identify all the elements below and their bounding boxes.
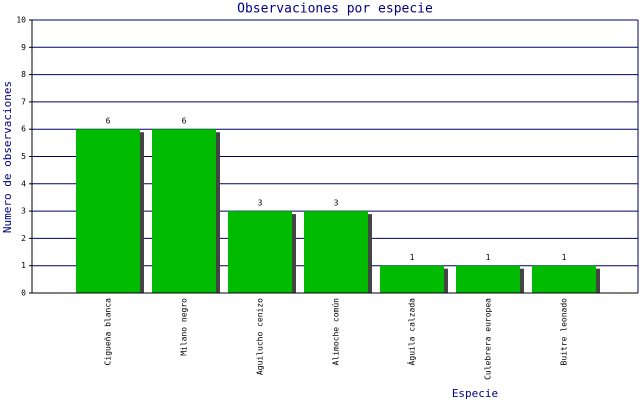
value-label: 1	[410, 253, 415, 262]
x-axis-label: Especie	[452, 387, 498, 400]
bar	[304, 211, 368, 293]
x-tick-label: Aguilucho cenizo	[256, 298, 265, 375]
value-label: 1	[562, 253, 567, 262]
bar	[76, 129, 140, 293]
y-tick-label: 5	[21, 152, 26, 161]
x-tick-label: Culebrera europea	[484, 298, 493, 380]
y-tick-label: 3	[21, 207, 26, 216]
y-tick-label: 0	[21, 289, 26, 298]
y-tick-label: 2	[21, 234, 26, 243]
value-label: 3	[334, 199, 339, 208]
x-tick-label: Milano negro	[180, 298, 189, 356]
y-tick-label: 1	[21, 261, 26, 270]
x-tick-label: Águila calzada	[406, 298, 417, 366]
value-label: 6	[106, 117, 111, 126]
y-axis-label: Numero de observaciones	[1, 81, 14, 233]
y-tick-label: 9	[21, 43, 26, 52]
x-tick-label: Buitre leonado	[560, 298, 569, 366]
value-label: 1	[486, 253, 491, 262]
bar	[456, 265, 520, 293]
x-tick-label: Cigueña blanca	[104, 298, 113, 366]
y-tick-label: 8	[21, 70, 26, 79]
value-label: 6	[182, 117, 187, 126]
bar	[228, 211, 292, 293]
bar	[380, 265, 444, 293]
bar	[152, 129, 216, 293]
chart-title: Observaciones por especie	[237, 2, 433, 17]
y-tick-label: 6	[21, 125, 26, 134]
value-label: 3	[258, 199, 263, 208]
x-tick-label: Alimoche común	[332, 298, 341, 366]
y-tick-label: 4	[21, 179, 26, 188]
y-tick-label: 7	[21, 97, 26, 106]
y-tick-label: 10	[16, 16, 26, 25]
bar	[532, 265, 596, 293]
